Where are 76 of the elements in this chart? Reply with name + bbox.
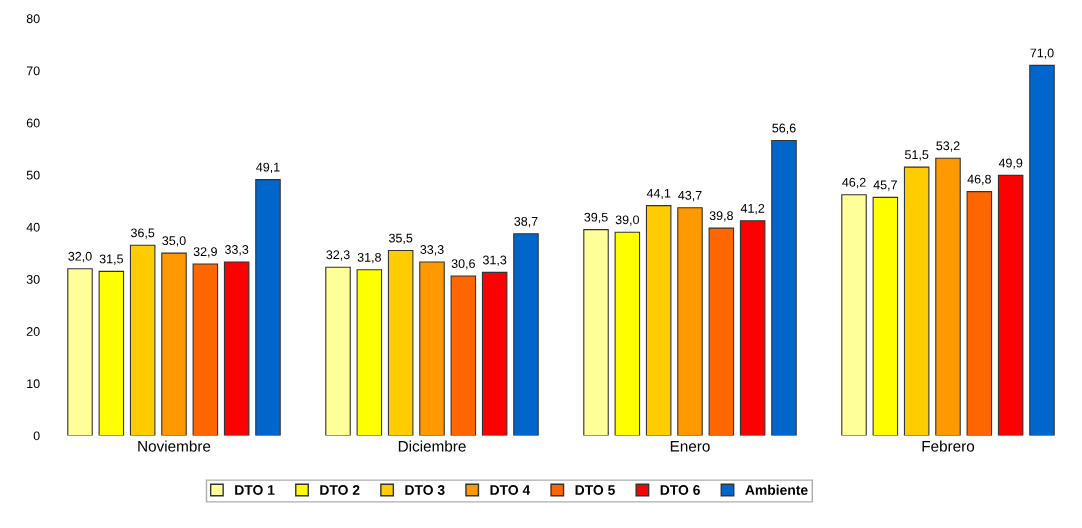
bar <box>739 220 766 436</box>
bar <box>583 229 609 436</box>
bar <box>997 174 1024 436</box>
legend-label: DTO 3 <box>405 485 445 495</box>
bar <box>129 244 156 436</box>
data-label: 33,3 <box>420 245 444 256</box>
y-tick-label: 30 <box>26 274 40 284</box>
bar <box>450 275 477 436</box>
y-tick-label: 50 <box>26 170 40 180</box>
legend-label: DTO 4 <box>490 485 531 495</box>
bar <box>872 196 899 436</box>
bar <box>513 233 539 436</box>
data-label: 51,5 <box>905 150 929 161</box>
data-label: 35,0 <box>162 236 186 247</box>
y-tick-label: 40 <box>26 222 40 232</box>
data-label: 53,2 <box>936 141 960 152</box>
data-label: 49,9 <box>998 158 1023 169</box>
bar <box>419 261 445 436</box>
data-label: 30,6 <box>451 259 475 270</box>
bar <box>387 249 414 436</box>
data-label: 35,5 <box>388 233 413 244</box>
y-tick-label: 0 <box>33 431 40 441</box>
bar <box>223 261 250 436</box>
data-label: 46,2 <box>842 177 866 189</box>
data-label: 41,2 <box>740 203 765 215</box>
bar <box>708 227 735 436</box>
data-label: 31,3 <box>482 255 507 266</box>
bar <box>935 157 961 436</box>
data-label: 49,1 <box>256 162 280 174</box>
bar <box>481 271 508 436</box>
bar <box>255 179 281 436</box>
x-tick-label: Enero <box>670 441 710 452</box>
data-label: 32,3 <box>326 250 350 261</box>
data-label: 56,6 <box>772 123 796 134</box>
data-label: 43,7 <box>678 190 702 202</box>
bar <box>161 252 187 436</box>
bar <box>966 191 993 436</box>
legend-label: DTO 5 <box>575 485 615 495</box>
data-label: 32,0 <box>68 251 92 263</box>
data-label: 38,7 <box>514 216 538 228</box>
bar <box>98 270 125 436</box>
bar <box>192 263 219 436</box>
legend-label: DTO 1 <box>235 485 275 495</box>
bar <box>614 231 641 436</box>
data-label: 39,8 <box>709 211 733 222</box>
x-tick-label: Noviembre <box>138 440 211 452</box>
bar <box>1029 64 1055 436</box>
bar <box>903 166 930 436</box>
y-tick-label: 60 <box>26 118 40 128</box>
x-tick-label: Diciembre <box>398 440 466 452</box>
bar <box>325 266 351 436</box>
data-label: 39,0 <box>615 215 640 226</box>
y-tick-label: 70 <box>26 66 40 76</box>
y-tick-label: 80 <box>26 14 40 24</box>
data-label: 46,8 <box>967 174 991 186</box>
data-label: 31,8 <box>357 252 381 264</box>
bar <box>771 139 797 436</box>
bar <box>356 269 383 436</box>
y-tick-label: 20 <box>26 327 40 336</box>
data-label: 45,7 <box>873 180 897 191</box>
data-label: 32,9 <box>193 247 217 258</box>
data-label: 36,5 <box>130 228 155 239</box>
legend-label: DTO 2 <box>320 485 360 495</box>
bar <box>677 207 703 436</box>
data-label: 31,5 <box>99 254 123 265</box>
data-label: 39,5 <box>584 212 608 224</box>
data-label: 71,0 <box>1030 48 1054 59</box>
legend-label: DTO 6 <box>660 485 700 495</box>
bar <box>67 268 93 436</box>
y-tick-label: 10 <box>27 379 40 389</box>
data-label: 44,1 <box>646 188 671 200</box>
x-tick-label: Febrero <box>922 440 975 452</box>
bar <box>841 194 867 436</box>
bar <box>645 205 672 436</box>
data-label: 33,3 <box>224 245 249 256</box>
legend-label: Ambiente <box>745 484 808 495</box>
